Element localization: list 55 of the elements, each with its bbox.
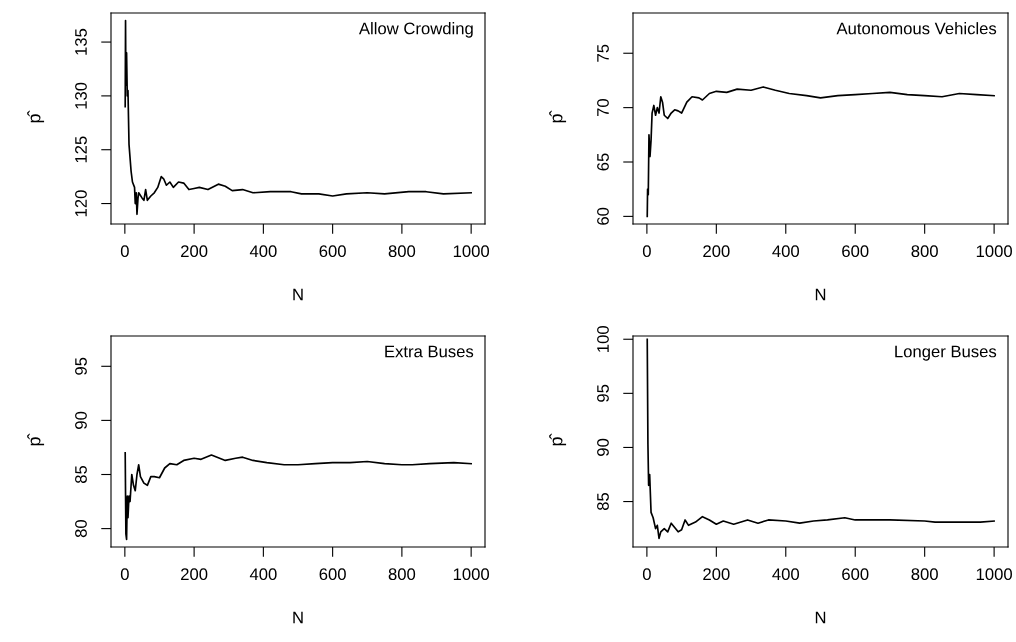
x-tick-label: 400 [772, 245, 800, 258]
x-axis-title: N [293, 611, 303, 624]
y-tick-label: 125 [75, 136, 87, 163]
x-tick-label: 400 [249, 245, 277, 258]
x-tick-label: 200 [703, 568, 730, 581]
y-tick-label: 95 [597, 384, 609, 402]
y-tick-label: 85 [597, 492, 609, 511]
y-tick-label: 85 [75, 465, 87, 484]
x-tick-label: 1000 [976, 568, 1012, 581]
x-tick-label: 200 [703, 245, 730, 258]
line-series [124, 19, 472, 216]
x-axis-title: N [815, 611, 826, 624]
text: Longer Buses [895, 345, 997, 361]
x-tick-label: 200 [181, 245, 208, 258]
y-tick-label: 90 [597, 438, 609, 456]
y-axis-title: p̂ [27, 433, 45, 446]
x-axis-title: N [815, 288, 826, 301]
x-tick-label: 1000 [453, 568, 490, 581]
y-tick-label: 120 [75, 190, 87, 217]
x-tick-label: 800 [388, 245, 416, 258]
x-tick-label: 600 [319, 245, 346, 258]
x-tick-label: 0 [642, 568, 651, 581]
line-series [646, 86, 995, 218]
x-tick-label: 800 [388, 568, 416, 581]
x-tick-label: 400 [772, 568, 800, 581]
chart-title: Autonomous Vehicles [836, 22, 997, 35]
y-tick-label: 70 [597, 99, 609, 117]
x-tick-label: 0 [120, 245, 129, 258]
y-tick-label: 130 [75, 82, 87, 109]
y-tick-label: 100 [597, 325, 609, 352]
x-tick-label: 600 [842, 245, 869, 258]
y-tick-label: 65 [597, 153, 609, 171]
y-tick-label: 90 [75, 411, 87, 429]
x-tick-label: 1000 [976, 245, 1012, 258]
chart-title: Extra Buses [385, 345, 474, 358]
y-tick-label: 75 [597, 44, 609, 62]
x-tick-label: 600 [842, 568, 869, 581]
y-axis-title: p̂ [549, 433, 567, 446]
x-tick-label: 800 [911, 245, 938, 258]
x-tick-label: 400 [249, 568, 277, 581]
y-tick-label: 60 [597, 207, 609, 225]
line-series [124, 452, 472, 541]
x-tick-label: 600 [319, 568, 346, 581]
x-axis-title: N [293, 288, 303, 301]
x-tick-label: 0 [120, 568, 129, 581]
text: Allow Crowding [358, 22, 473, 38]
x-tick-label: 800 [911, 568, 938, 581]
x-tick-label: 1000 [453, 245, 490, 258]
y-tick-label: 80 [75, 519, 87, 538]
y-tick-label: 135 [75, 28, 87, 55]
y-axis-title: p̂ [27, 110, 45, 123]
x-tick-label: 200 [181, 568, 208, 581]
y-axis-title: p̂ [549, 110, 567, 123]
x-tick-label: 0 [642, 245, 651, 258]
y-tick-label: 95 [75, 357, 87, 375]
